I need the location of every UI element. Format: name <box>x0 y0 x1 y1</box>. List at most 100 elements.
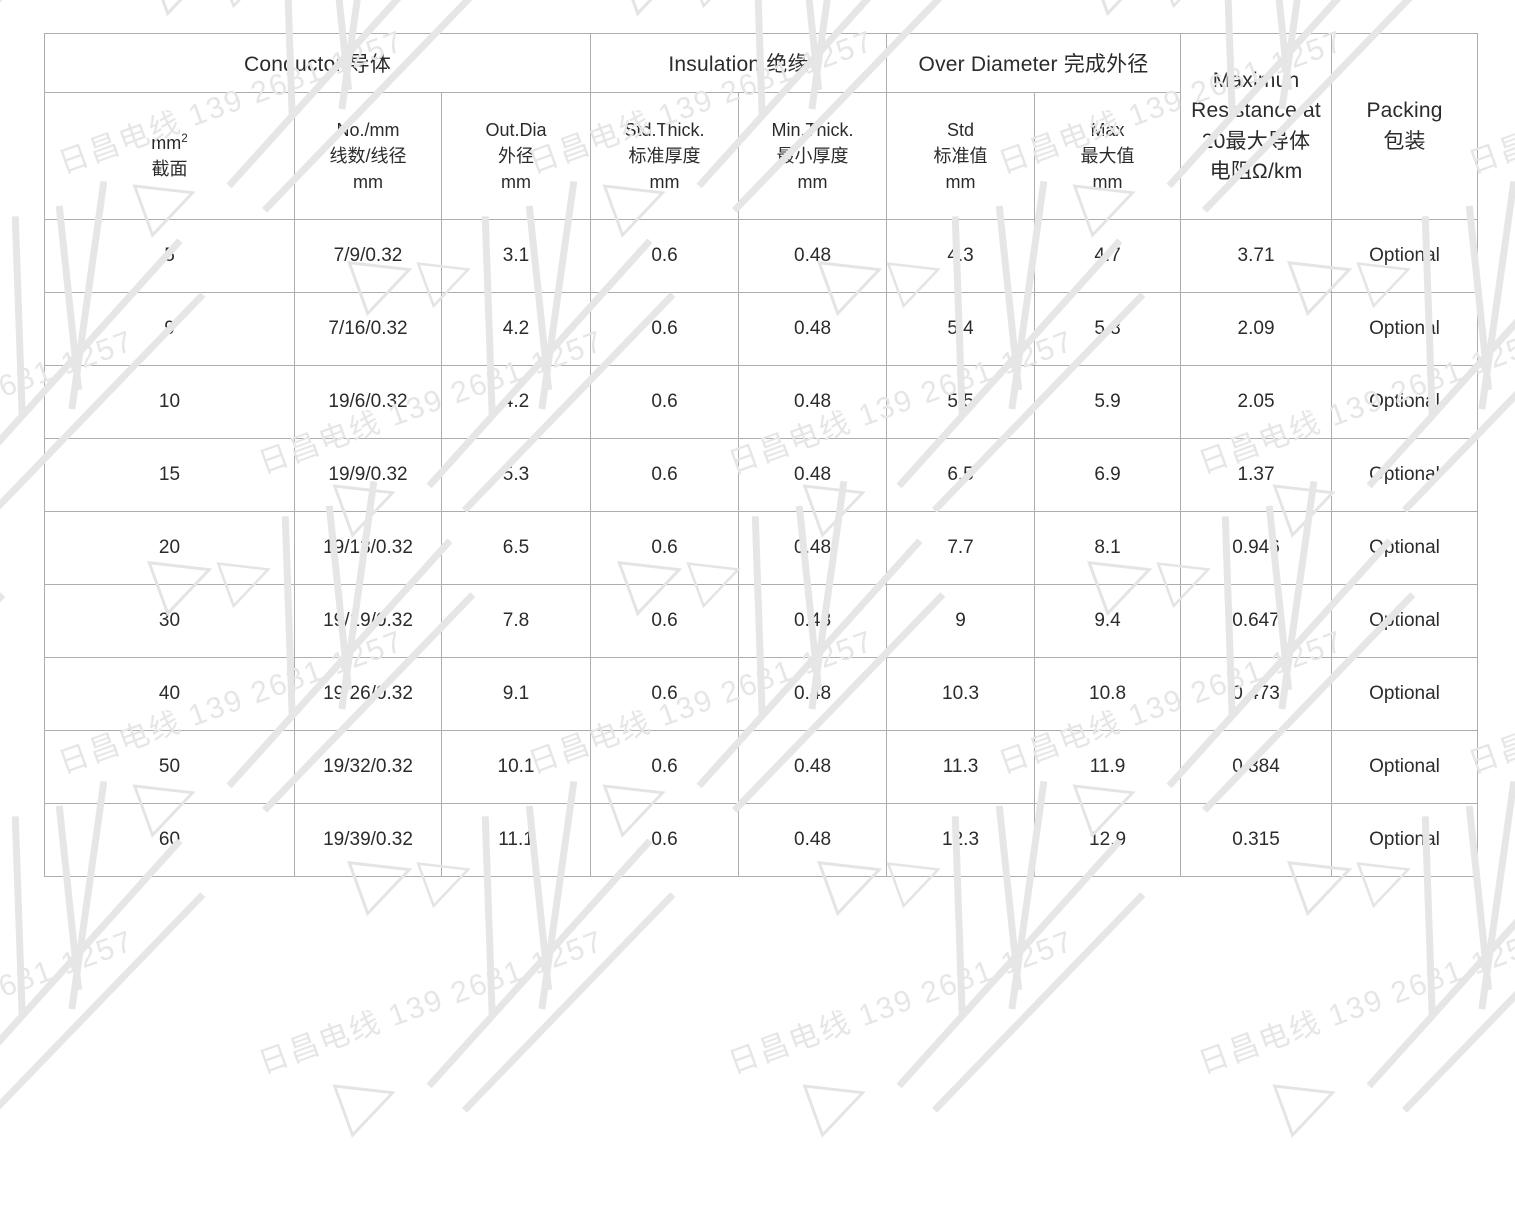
cell-over_dia_max_mm: 11.9 <box>1034 730 1182 804</box>
column-header-over_dia_std_mm: Std 标准值 mm <box>886 92 1036 220</box>
cell-max_resistance_ohm_km: 2.05 <box>1180 365 1333 439</box>
sub-header-1-line-2: 截面 <box>151 159 188 179</box>
sub-header-5-line-3: mm <box>797 172 828 193</box>
cell-min_thick_mm: 0.48 <box>738 365 888 439</box>
cell-no_per_mm: 19/39/0.32 <box>294 803 442 877</box>
table-row: 30 19/19/0.32 7.8 0.6 0.48 9 9.4 0.647 Optional <box>44 584 1479 658</box>
table-row: 15 19/9/0.32 5.3 0.6 0.48 6.5 6.9 1.37 Optional <box>44 438 1479 512</box>
table-body: 5 7/9/0.32 3.1 0.6 0.48 4.3 4.7 3.71 Optional 9 7/… <box>44 219 1479 877</box>
sub-header-4-line-1: Std.Thick. <box>624 119 705 140</box>
cell-mm2_section: 9 <box>44 292 295 366</box>
cell-out_dia_mm: 4.2 <box>440 365 592 439</box>
cell-mm2_section: 30 <box>44 584 295 658</box>
spec-table-container: Conductor 导体 Insulation 绝缘 Over Diameter 完… <box>43 33 1479 877</box>
cell-packing: Optional <box>1331 438 1479 512</box>
sub-header-7-line-3: mm <box>1092 172 1123 193</box>
watermark-tile: 日昌电线 139 2681 1257 <box>0 0 313 10</box>
cell-std_thick_mm: 0.6 <box>590 219 740 293</box>
cell-over_dia_max_mm: 8.1 <box>1034 511 1182 585</box>
watermark-text: 日昌电线 139 2681 1257 <box>0 924 139 1081</box>
cell-over_dia_max_mm: 9.4 <box>1034 584 1182 658</box>
cell-no_per_mm: 19/13/0.32 <box>294 511 442 585</box>
cell-over_dia_std_mm: 4.3 <box>886 219 1036 293</box>
watermark-stripe <box>1478 780 1515 1010</box>
cell-max_resistance_ohm_km: 0.946 <box>1180 511 1333 585</box>
cell-packing: Optional <box>1331 730 1479 804</box>
cell-min_thick_mm: 0.48 <box>738 511 888 585</box>
watermark-stripe <box>0 592 6 813</box>
cell-out_dia_mm: 11.1 <box>440 803 592 877</box>
column-header-out_dia_mm: Out.Dia 外径 mm <box>440 92 592 220</box>
cell-std_thick_mm: 0.6 <box>590 511 740 585</box>
table-row: 60 19/39/0.32 11.1 0.6 0.48 12.3 12.9 0.315 Opti… <box>44 803 1479 877</box>
cell-std_thick_mm: 0.6 <box>590 730 740 804</box>
cell-min_thick_mm: 0.48 <box>738 438 888 512</box>
sub-header-3-line-1: Out.Dia <box>485 119 547 140</box>
cell-over_dia_std_mm: 7.7 <box>886 511 1036 585</box>
cell-mm2_section: 10 <box>44 365 295 439</box>
cell-std_thick_mm: 0.6 <box>590 292 740 366</box>
sub-header-5-line-2: 最小厚度 <box>776 145 849 166</box>
cell-out_dia_mm: 4.2 <box>440 292 592 366</box>
sub-header-5-line-1: Min.Thick. <box>771 119 854 140</box>
cell-no_per_mm: 7/16/0.32 <box>294 292 442 366</box>
cell-max_resistance_ohm_km: 0.384 <box>1180 730 1333 804</box>
tall-header-2-line-2: 包装 <box>1383 129 1426 153</box>
tall-header-1-line-1: Maximun <box>1212 68 1300 92</box>
cell-packing: Optional <box>1331 219 1479 293</box>
cell-packing: Optional <box>1331 292 1479 366</box>
cell-over_dia_std_mm: 9 <box>886 584 1036 658</box>
cell-packing: Optional <box>1331 511 1479 585</box>
sub-header-2-line-2: 线数/线径 <box>329 145 407 166</box>
cell-min_thick_mm: 0.48 <box>738 219 888 293</box>
watermark-triangle-icon <box>684 0 750 12</box>
cell-max_resistance_ohm_km: 0.315 <box>1180 803 1333 877</box>
cable-specification-table: Conductor 导体 Insulation 绝缘 Over Diameter 完… <box>43 33 1479 877</box>
cell-over_dia_std_mm: 6.5 <box>886 438 1036 512</box>
cell-no_per_mm: 19/6/0.32 <box>294 365 442 439</box>
cell-no_per_mm: 19/19/0.32 <box>294 584 442 658</box>
cell-std_thick_mm: 0.6 <box>590 657 740 731</box>
cell-mm2_section: 50 <box>44 730 295 804</box>
cell-min_thick_mm: 0.48 <box>738 657 888 731</box>
watermark-tile: 日昌电线 139 2681 1257 <box>200 0 783 10</box>
column-header-min_thick_mm: Min.Thick. 最小厚度 mm <box>738 92 888 220</box>
watermark-triangle-icon <box>0 842 10 912</box>
watermark-triangle-icon <box>144 0 223 20</box>
sub-header-2-line-1: No./mm <box>336 119 400 140</box>
sub-header-7-line-2: 最大值 <box>1080 145 1135 166</box>
sub-header-3-line-3: mm <box>501 172 532 193</box>
column-header-packing: Packing 包装 <box>1331 33 1479 220</box>
watermark-text: 日昌电线 139 2681 1257 <box>724 924 1079 1081</box>
column-header-over_dia_max_mm: Max 最大值 mm <box>1034 92 1182 220</box>
cell-over_dia_max_mm: 12.9 <box>1034 803 1182 877</box>
group-header-3: Over Diameter 完成外径 <box>886 33 1182 93</box>
cell-over_dia_max_mm: 5.8 <box>1034 292 1182 366</box>
table-row: 9 7/16/0.32 4.2 0.6 0.48 5.4 5.8 2.09 Optional <box>44 292 1479 366</box>
cell-mm2_section: 40 <box>44 657 295 731</box>
cell-out_dia_mm: 6.5 <box>440 511 592 585</box>
group-header-row: Conductor 导体 Insulation 绝缘 Over Diameter 完… <box>43 33 1479 220</box>
cell-std_thick_mm: 0.6 <box>590 365 740 439</box>
cell-out_dia_mm: 9.1 <box>440 657 592 731</box>
watermark-stripe <box>1478 180 1515 410</box>
watermark-stripe <box>1401 892 1515 1113</box>
cell-over_dia_max_mm: 10.8 <box>1034 657 1182 731</box>
cell-over_dia_max_mm: 4.7 <box>1034 219 1182 293</box>
watermark-text: 日昌电线 139 2681 1257 <box>254 924 609 1081</box>
cell-out_dia_mm: 3.1 <box>440 219 592 293</box>
watermark-stripe <box>931 892 1146 1113</box>
table-row: 50 19/32/0.32 10.1 0.6 0.48 11.3 11.9 0.384 Opti… <box>44 730 1479 804</box>
superscript-two: 2 <box>181 131 188 145</box>
sub-header-4-line-3: mm <box>649 172 680 193</box>
cell-max_resistance_ohm_km: 1.37 <box>1180 438 1333 512</box>
watermark-tile: 日昌电线 139 2681 1257 <box>1140 0 1515 10</box>
table-row: 40 19/26/0.32 9.1 0.6 0.48 10.3 10.8 0.473 Optio… <box>44 657 1479 731</box>
tall-header-1-line-4: 电阻Ω/km <box>1209 159 1303 183</box>
sub-header-6-line-3: mm <box>945 172 976 193</box>
sub-header-2-line-3: mm <box>353 172 383 193</box>
cell-over_dia_max_mm: 5.9 <box>1034 365 1182 439</box>
tall-header-1-line-3: 20最大导体 <box>1201 129 1311 153</box>
cell-std_thick_mm: 0.6 <box>590 438 740 512</box>
watermark-stripe <box>11 216 26 417</box>
